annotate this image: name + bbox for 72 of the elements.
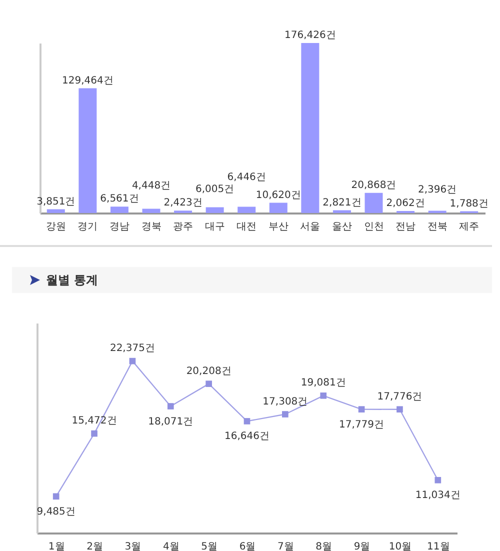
x-tick-label: 2월 xyxy=(86,542,103,551)
data-label: 6,446건 xyxy=(227,172,266,183)
bar xyxy=(364,192,383,213)
data-label: 4,448건 xyxy=(132,180,171,192)
point xyxy=(52,493,60,500)
x-tick-label: 8월 xyxy=(316,542,332,551)
x-tick-label: 3월 xyxy=(124,542,142,551)
data-label: 20,868건 xyxy=(351,180,396,191)
x-tick-label: 10월 xyxy=(388,542,412,551)
x-tick-label: 11월 xyxy=(427,542,450,551)
x-tick-label: 9월 xyxy=(354,542,370,551)
point xyxy=(91,430,98,437)
x-tick-label: 1월 xyxy=(48,542,65,551)
data-label: 17,308건 xyxy=(262,396,308,408)
x-tick-label: 7월 xyxy=(277,542,294,551)
x-tick-label: 경남 xyxy=(109,222,130,232)
point xyxy=(167,403,174,410)
bar xyxy=(206,207,224,213)
data-label: 129,464건 xyxy=(62,75,114,86)
data-label: 1,788건 xyxy=(450,198,488,210)
x-tick-label: 전남 xyxy=(396,222,416,232)
data-label: 6,005건 xyxy=(196,184,234,196)
chart-title: 월별 통계 xyxy=(46,272,98,288)
x-tick-label: 대전 xyxy=(236,222,257,232)
x-tick-label: 서울 xyxy=(300,222,320,232)
data-label: 19,081건 xyxy=(300,378,346,389)
bar xyxy=(269,202,288,213)
x-tick-label: 광주 xyxy=(173,222,194,232)
x-tick-label: 강원 xyxy=(46,222,66,232)
x-tick-label: 경북 xyxy=(141,222,162,232)
data-label: 2,062건 xyxy=(386,198,425,210)
point xyxy=(129,358,136,364)
x-tick-label: 울산 xyxy=(332,222,352,232)
data-label: 10,620건 xyxy=(256,190,301,201)
x-tick-label: 부산 xyxy=(268,222,288,232)
x-tick-label: 제주 xyxy=(459,222,480,232)
data-label: 11,034건 xyxy=(415,490,460,502)
point xyxy=(206,380,212,387)
data-label: 2,821건 xyxy=(322,197,362,208)
bar xyxy=(46,209,65,213)
x-tick-label: 전북 xyxy=(427,222,448,232)
point xyxy=(358,406,365,412)
point xyxy=(320,392,327,399)
point xyxy=(282,411,288,418)
bar xyxy=(301,43,320,213)
x-tick-label: 6월 xyxy=(239,542,256,551)
x-tick-label: 4월 xyxy=(162,542,180,551)
data-label: 16,646건 xyxy=(224,431,270,442)
bar xyxy=(238,206,256,213)
data-label: 20,208건 xyxy=(186,366,232,377)
data-label: 22,375건 xyxy=(110,343,155,354)
data-label: 15,472건 xyxy=(72,416,117,427)
data-label: 17,776건 xyxy=(377,391,422,402)
data-label: 9,485건 xyxy=(36,506,76,518)
bar xyxy=(142,208,160,213)
data-label: 2,396건 xyxy=(418,184,457,196)
data-label: 3,851건 xyxy=(36,196,76,208)
point xyxy=(434,476,442,484)
data-label: 6,561건 xyxy=(100,194,139,205)
bar xyxy=(78,88,97,213)
data-label: 2,423건 xyxy=(164,198,202,209)
data-label: 17,779건 xyxy=(339,419,384,430)
x-tick-label: 대구 xyxy=(204,222,225,232)
bar xyxy=(332,210,351,213)
x-tick-label: 5월 xyxy=(201,542,218,551)
x-tick-label: 인천 xyxy=(364,222,384,232)
data-label: 176,426건 xyxy=(284,30,336,41)
point xyxy=(396,406,403,413)
x-tick-label: 경기 xyxy=(78,222,98,232)
point xyxy=(244,418,250,424)
bar xyxy=(110,206,128,213)
data-label: 18,071건 xyxy=(148,416,194,428)
